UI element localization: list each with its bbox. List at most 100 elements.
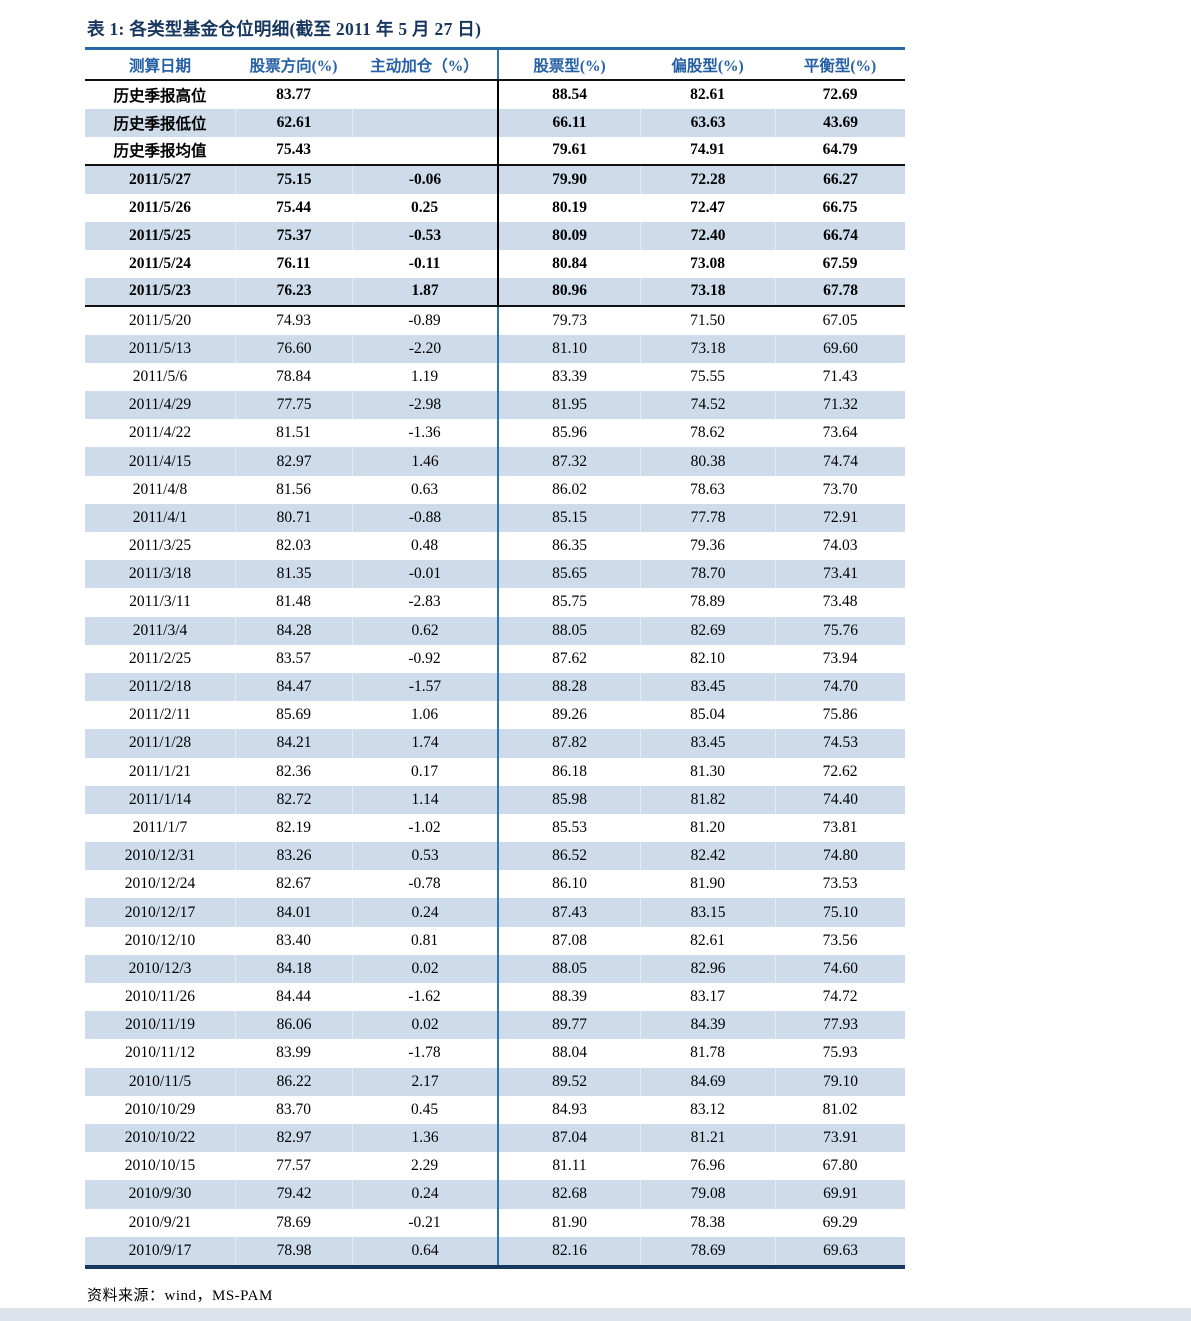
report-table-section: 表 1: 各类型基金仓位明细(截至 2011 年 5 月 27 日) 测算日期 股… bbox=[85, 14, 905, 1305]
row-date-cell: 2011/1/7 bbox=[132, 818, 188, 836]
row-date-cell: 2010/10/15 bbox=[124, 1157, 196, 1175]
value-cell: 82.97 bbox=[235, 447, 352, 476]
value-cell: 81.30 bbox=[690, 762, 725, 780]
table-row: 2011/3/18 81.35 -0.01 85.65 78.70 73.41 bbox=[85, 560, 905, 589]
value-cell: 79.10 bbox=[775, 1067, 905, 1096]
value-cell: 2.29 bbox=[410, 1157, 439, 1175]
value-cell: 80.96 bbox=[497, 278, 640, 305]
row-date-cell: 2010/11/5 bbox=[128, 1072, 192, 1090]
value-cell: 81.10 bbox=[497, 334, 640, 363]
value-cell: 85.98 bbox=[497, 785, 640, 814]
value-cell: 84.01 bbox=[235, 898, 352, 927]
value-cell: 85.53 bbox=[497, 813, 640, 843]
value-cell: -0.21 bbox=[408, 1213, 441, 1231]
table-row: 2011/4/1 80.71 -0.88 85.15 77.78 72.91 bbox=[85, 503, 905, 532]
value-cell: 83.40 bbox=[276, 931, 311, 949]
value-cell: -1.02 bbox=[408, 818, 441, 836]
row-date-cell: 2010/11/19 bbox=[124, 1016, 196, 1034]
value-cell: -0.88 bbox=[352, 503, 497, 532]
table-row: 2011/5/25 75.37 -0.53 80.09 72.40 66.74 bbox=[85, 221, 905, 251]
row-date-cell: 2011/1/14 bbox=[128, 790, 192, 808]
value-cell: 83.99 bbox=[276, 1044, 311, 1062]
value-cell: 78.98 bbox=[235, 1236, 352, 1265]
value-cell: 81.90 bbox=[497, 1208, 640, 1237]
table-row: 2010/12/31 83.26 0.53 86.52 82.42 74.80 bbox=[85, 842, 905, 871]
row-date-cell: 2011/2/25 bbox=[128, 649, 192, 667]
value-cell: 81.51 bbox=[276, 424, 311, 442]
value-cell: 89.26 bbox=[497, 701, 640, 730]
table-row: 2010/11/5 86.22 2.17 89.52 84.69 79.10 bbox=[85, 1067, 905, 1096]
value-cell: 88.05 bbox=[497, 954, 640, 983]
row-date-cell: 2010/9/21 bbox=[128, 1213, 192, 1231]
value-cell: 82.61 bbox=[690, 931, 725, 949]
value-cell: 78.63 bbox=[690, 480, 725, 498]
value-cell: 73.81 bbox=[822, 818, 858, 836]
value-cell: 1.19 bbox=[410, 367, 439, 385]
value-cell: 81.35 bbox=[235, 560, 352, 589]
value-cell: 81.78 bbox=[690, 1044, 725, 1062]
positions-table: 测算日期 股票方向(%) 主动加仓（%） 股票型(%) 偏股型(%) 平衡型(%) 历史季… bbox=[85, 50, 905, 1269]
value-cell: 75.93 bbox=[822, 1044, 858, 1062]
value-cell: 69.63 bbox=[775, 1236, 905, 1265]
table-row: 2010/10/15 77.57 2.29 81.11 76.96 67.80 bbox=[85, 1152, 905, 1181]
value-cell: 78.69 bbox=[276, 1213, 311, 1231]
row-date-cell: 2011/1/21 bbox=[128, 762, 192, 780]
value-cell: -0.89 bbox=[408, 311, 441, 329]
value-cell: 86.35 bbox=[497, 532, 640, 561]
value-cell: 73.41 bbox=[775, 560, 905, 589]
value-cell: -0.06 bbox=[352, 165, 497, 194]
table-row: 2010/12/3 84.18 0.02 88.05 82.96 74.60 bbox=[85, 954, 905, 983]
table-row: 2011/5/13 76.60 -2.20 81.10 73.18 69.60 bbox=[85, 334, 905, 363]
value-cell: 82.36 bbox=[276, 762, 311, 780]
table-row: 2010/9/30 79.42 0.24 82.68 79.08 69.91 bbox=[85, 1180, 905, 1209]
value-cell: 83.45 bbox=[640, 672, 775, 702]
value-cell: 67.59 bbox=[822, 255, 858, 273]
value-cell: 84.28 bbox=[235, 616, 352, 645]
value-cell: 80.84 bbox=[497, 250, 640, 279]
value-cell: 83.26 bbox=[235, 842, 352, 871]
value-cell: 74.60 bbox=[775, 954, 905, 983]
value-cell: 82.96 bbox=[640, 954, 775, 983]
value-cell: 87.62 bbox=[497, 644, 640, 673]
value-cell: 89.52 bbox=[497, 1067, 640, 1096]
table-row: 2011/1/21 82.36 0.17 86.18 81.30 72.62 bbox=[85, 757, 905, 786]
table-row: 2011/1/7 82.19 -1.02 85.53 81.20 73.81 bbox=[85, 813, 905, 843]
table-header-row: 测算日期 股票方向(%) 主动加仓（%） 股票型(%) 偏股型(%) 平衡型(%) bbox=[85, 50, 905, 81]
value-cell: 71.50 bbox=[690, 311, 725, 329]
table-row: 2011/2/25 83.57 -0.92 87.62 82.10 73.94 bbox=[85, 644, 905, 673]
value-cell: 1.74 bbox=[352, 729, 497, 758]
value-cell: 73.94 bbox=[822, 649, 858, 667]
column-header: 平衡型(%) bbox=[803, 57, 877, 75]
value-cell: 84.44 bbox=[276, 988, 311, 1006]
row-date-cell: 2011/4/15 bbox=[128, 452, 192, 470]
value-cell: 71.32 bbox=[775, 391, 905, 420]
row-date-cell: 2010/9/30 bbox=[128, 1185, 192, 1203]
value-cell: 77.78 bbox=[640, 503, 775, 532]
value-cell: 79.90 bbox=[497, 165, 640, 194]
value-cell: 2.17 bbox=[352, 1067, 497, 1096]
row-date-cell: 2010/12/31 bbox=[124, 847, 196, 865]
row-date-cell: 2011/3/4 bbox=[132, 621, 188, 639]
row-date-cell: 2011/5/27 bbox=[128, 170, 191, 188]
row-date-cell: 2011/2/11 bbox=[129, 706, 191, 724]
value-cell: 86.10 bbox=[497, 870, 640, 899]
row-date-cell: 2010/11/12 bbox=[124, 1044, 196, 1062]
value-cell: 88.39 bbox=[497, 983, 640, 1012]
row-date-cell: 2011/5/23 bbox=[128, 282, 191, 300]
row-date-cell: 2011/4/8 bbox=[132, 480, 188, 498]
row-date-cell: 2011/4/1 bbox=[132, 508, 188, 526]
value-cell: 83.45 bbox=[640, 729, 775, 758]
value-cell: -2.98 bbox=[352, 391, 497, 420]
value-cell: 74.74 bbox=[775, 447, 905, 476]
value-cell: 84.21 bbox=[235, 729, 352, 758]
value-cell: 84.69 bbox=[640, 1067, 775, 1096]
value-cell: 67.05 bbox=[822, 311, 858, 329]
value-cell: 73.56 bbox=[822, 931, 858, 949]
table-row: 2011/1/14 82.72 1.14 85.98 81.82 74.40 bbox=[85, 785, 905, 814]
value-cell: 73.70 bbox=[822, 480, 858, 498]
value-cell: 83.77 bbox=[276, 86, 311, 104]
value-cell: 80.19 bbox=[497, 193, 640, 222]
value-cell: 83.17 bbox=[690, 988, 725, 1006]
value-cell bbox=[352, 81, 497, 109]
value-cell: 80.71 bbox=[235, 503, 352, 532]
